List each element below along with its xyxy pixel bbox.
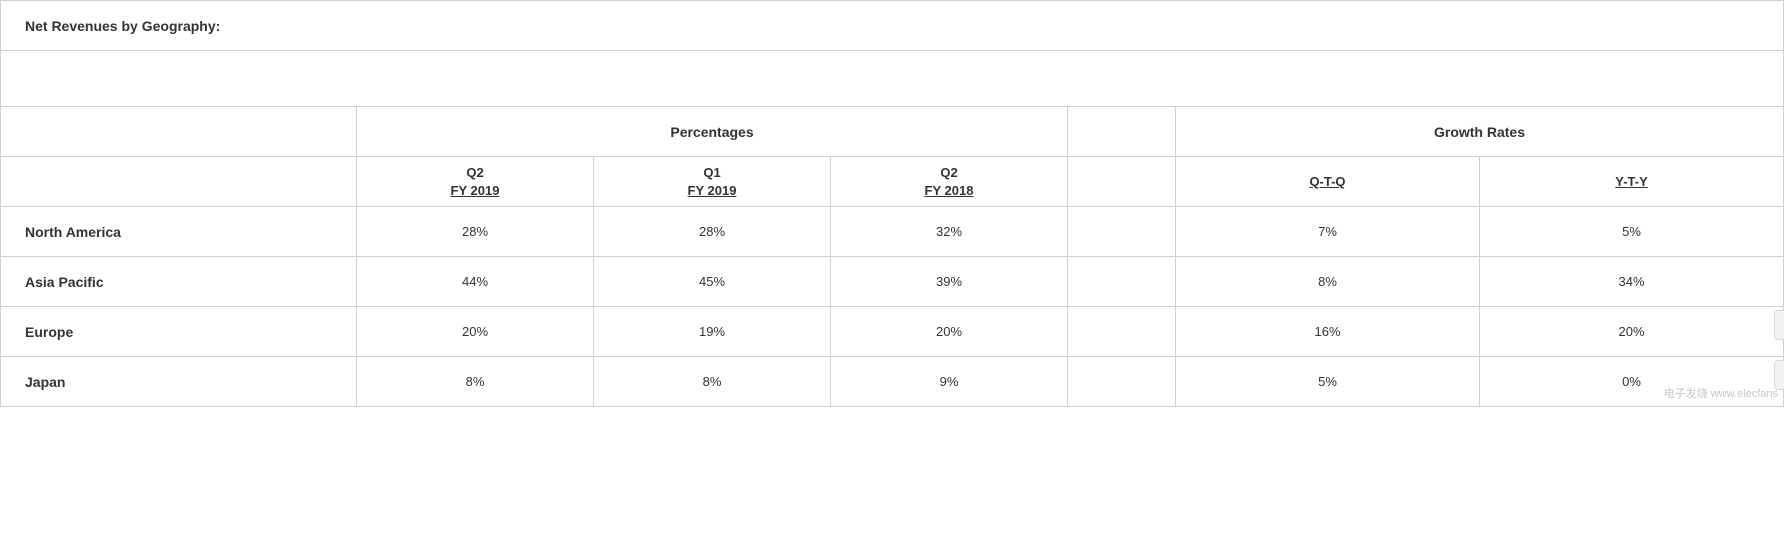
- table-title: Net Revenues by Geography:: [1, 1, 1784, 51]
- col-header-sub: FY 2018: [831, 182, 1067, 200]
- col-header-qtq: Q-T-Q: [1176, 157, 1480, 207]
- cell-value: 0%: [1480, 357, 1784, 407]
- column-header-blank: [1, 157, 357, 207]
- cell-value: 34%: [1480, 257, 1784, 307]
- col-header-q2-fy2019: Q2 FY 2019: [357, 157, 594, 207]
- column-header-row: Q2 FY 2019 Q1 FY 2019 Q2 FY 2018 Q-T-Q Y…: [1, 157, 1784, 207]
- blank-row: [1, 51, 1784, 107]
- col-header-sub: FY 2019: [357, 182, 593, 200]
- spacer-col-header: [1068, 157, 1176, 207]
- cell-value: 16%: [1176, 307, 1480, 357]
- cell-value: 32%: [831, 207, 1068, 257]
- group-header-row: Percentages Growth Rates: [1, 107, 1784, 157]
- spacer-cell: [1068, 307, 1176, 357]
- col-header-sub: FY 2019: [594, 182, 830, 200]
- cell-value: 20%: [357, 307, 594, 357]
- blank-cell: [1, 51, 1784, 107]
- cell-value: 19%: [594, 307, 831, 357]
- col-header-q1-fy2019: Q1 FY 2019: [594, 157, 831, 207]
- table-row: Asia Pacific 44% 45% 39% 8% 34%: [1, 257, 1784, 307]
- cell-value: 9%: [831, 357, 1068, 407]
- spacer-cell: [1068, 357, 1176, 407]
- cell-value: 8%: [357, 357, 594, 407]
- spacer-header: [1068, 107, 1176, 157]
- cell-value: 39%: [831, 257, 1068, 307]
- cell-value: 5%: [1176, 357, 1480, 407]
- col-header-q2-fy2018: Q2 FY 2018: [831, 157, 1068, 207]
- cell-value: 44%: [357, 257, 594, 307]
- title-row: Net Revenues by Geography:: [1, 1, 1784, 51]
- table-row: Japan 8% 8% 9% 5% 0%: [1, 357, 1784, 407]
- revenue-table: Net Revenues by Geography: Percentages G…: [0, 0, 1784, 407]
- row-label-asia-pacific: Asia Pacific: [1, 257, 357, 307]
- side-tab-icon[interactable]: [1774, 360, 1784, 390]
- group-header-percentages: Percentages: [357, 107, 1068, 157]
- side-tab-icon[interactable]: [1774, 310, 1784, 340]
- col-header-top: Q2: [357, 164, 593, 182]
- cell-value: 20%: [1480, 307, 1784, 357]
- cell-value: 5%: [1480, 207, 1784, 257]
- row-label-europe: Europe: [1, 307, 357, 357]
- group-header-growth: Growth Rates: [1176, 107, 1784, 157]
- cell-value: 28%: [357, 207, 594, 257]
- col-header-yty: Y-T-Y: [1480, 157, 1784, 207]
- group-header-blank: [1, 107, 357, 157]
- table-row: North America 28% 28% 32% 7% 5%: [1, 207, 1784, 257]
- col-header-top: Q2: [831, 164, 1067, 182]
- cell-value: 20%: [831, 307, 1068, 357]
- cell-value: 8%: [594, 357, 831, 407]
- col-header-top: Q1: [594, 164, 830, 182]
- spacer-cell: [1068, 257, 1176, 307]
- row-label-japan: Japan: [1, 357, 357, 407]
- spacer-cell: [1068, 207, 1176, 257]
- table-row: Europe 20% 19% 20% 16% 20%: [1, 307, 1784, 357]
- cell-value: 7%: [1176, 207, 1480, 257]
- cell-value: 45%: [594, 257, 831, 307]
- cell-value: 8%: [1176, 257, 1480, 307]
- cell-value: 28%: [594, 207, 831, 257]
- row-label-north-america: North America: [1, 207, 357, 257]
- revenue-table-container: Net Revenues by Geography: Percentages G…: [0, 0, 1784, 407]
